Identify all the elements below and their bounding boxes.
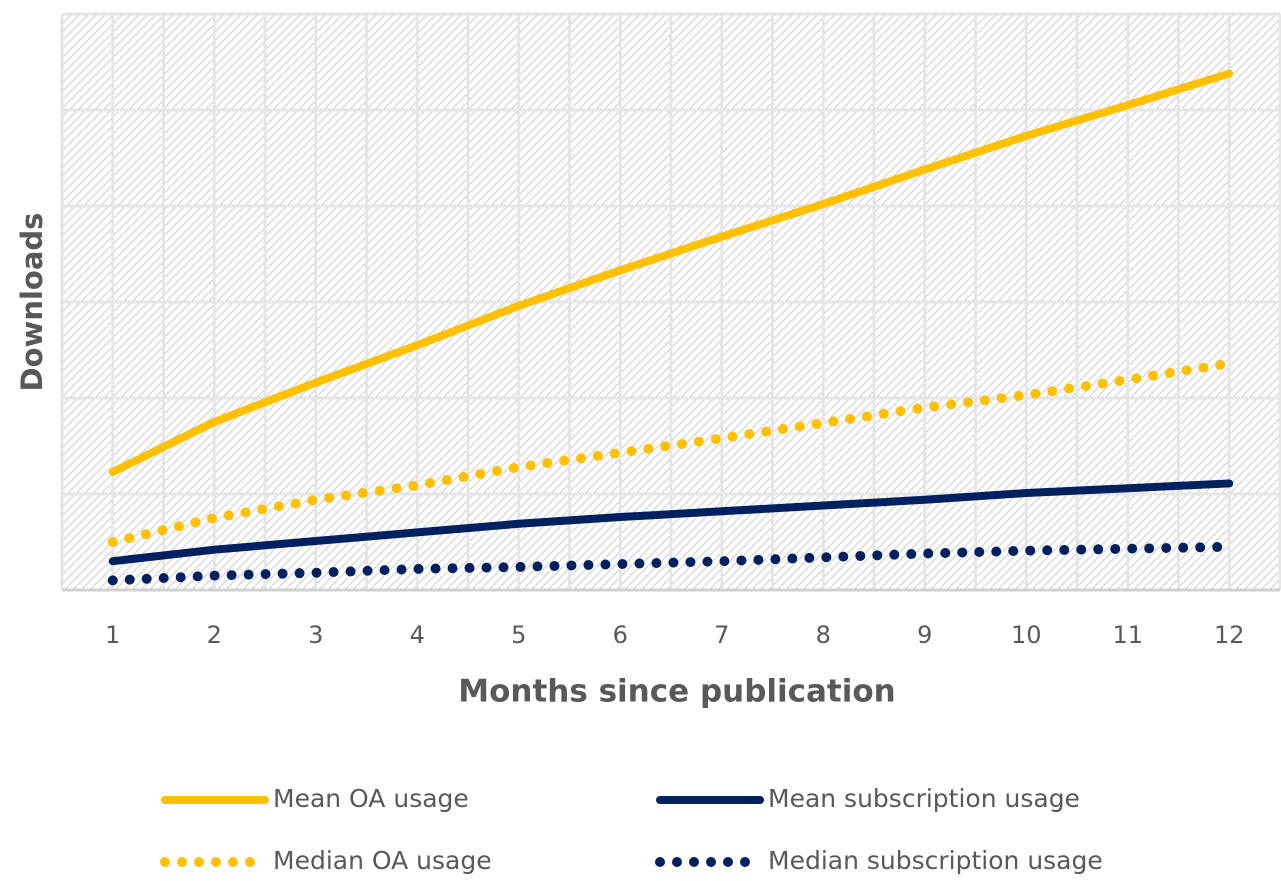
series-line <box>107 358 1235 547</box>
x-axis-title: Months since publication <box>458 674 896 710</box>
legend-label: Mean subscription usage <box>768 784 1080 813</box>
series-line <box>108 479 1234 566</box>
series-line <box>108 69 1234 476</box>
x-tick-label: 4 <box>410 621 425 649</box>
x-tick-label: 9 <box>917 621 932 649</box>
x-tick-label: 2 <box>207 621 222 649</box>
legend-label: Mean OA usage <box>273 784 469 813</box>
x-tick-label: 1 <box>105 621 120 649</box>
legend-label: Median OA usage <box>273 846 492 875</box>
x-tick-label: 8 <box>816 621 831 649</box>
series-line <box>107 541 1235 586</box>
x-tick-label: 5 <box>511 621 526 649</box>
y-axis-title: Downloads <box>15 213 49 392</box>
legend-label: Median subscription usage <box>768 846 1103 875</box>
x-tick-label: 10 <box>1011 621 1042 649</box>
x-tick-label: 3 <box>308 621 323 649</box>
x-tick-label: 6 <box>613 621 628 649</box>
x-tick-label: 12 <box>1214 621 1245 649</box>
x-tick-label: 7 <box>714 621 729 649</box>
x-tick-label: 11 <box>1112 621 1143 649</box>
